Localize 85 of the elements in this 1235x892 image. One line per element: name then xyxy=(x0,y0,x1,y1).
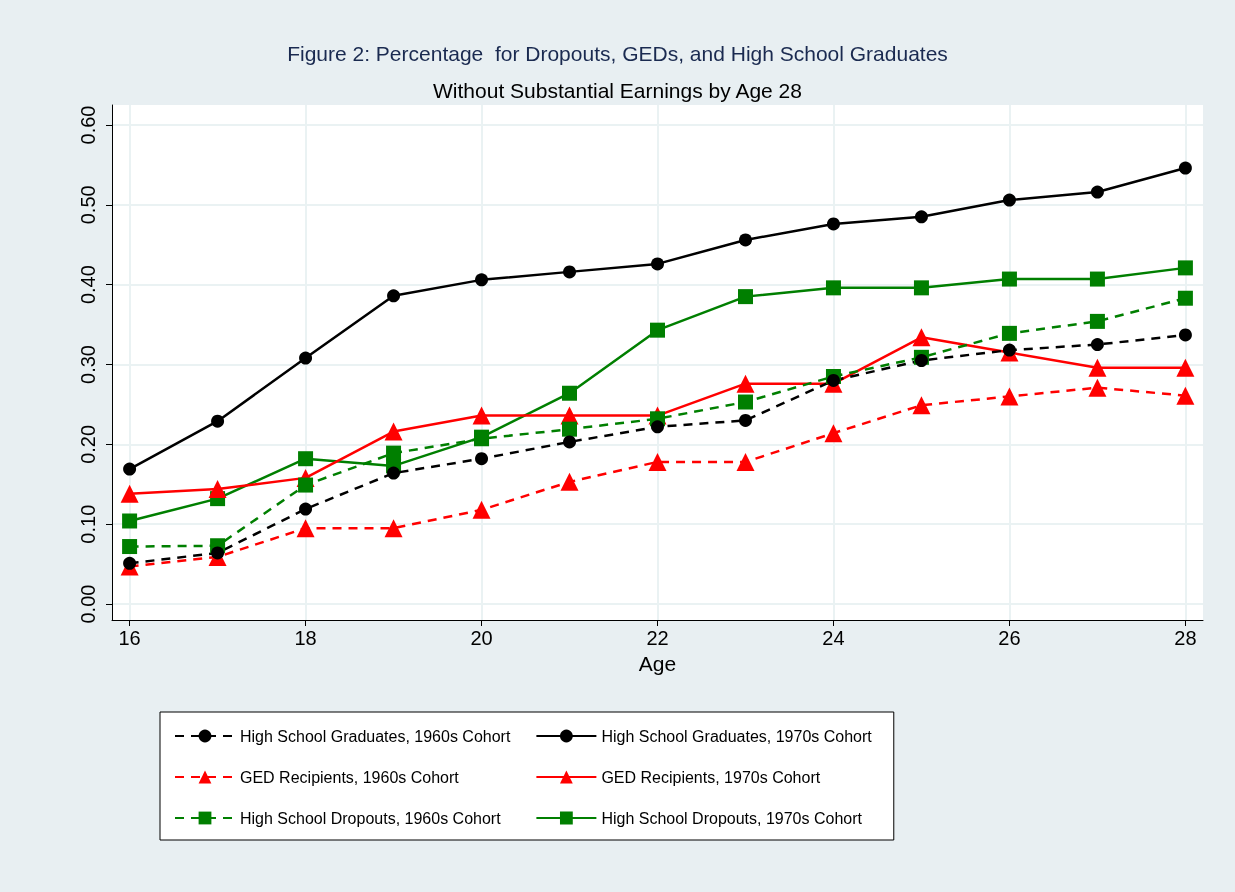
point xyxy=(1088,378,1107,397)
point xyxy=(123,462,137,476)
point xyxy=(825,280,841,296)
point xyxy=(211,546,225,560)
point xyxy=(208,480,227,499)
x-tick-label: 20 xyxy=(470,627,493,649)
point xyxy=(211,414,225,428)
point xyxy=(826,373,840,387)
chart-subtitle: Without Substantial Earnings by Age 28 xyxy=(433,79,802,102)
point xyxy=(1177,260,1193,276)
point xyxy=(472,500,491,519)
legend-label: High School Dropouts, 1960s Cohort xyxy=(240,809,502,827)
point xyxy=(1089,271,1105,287)
point xyxy=(296,519,315,538)
point xyxy=(736,452,755,471)
point xyxy=(1178,161,1192,175)
point xyxy=(913,280,929,296)
point xyxy=(475,273,489,287)
point xyxy=(648,452,667,471)
y-tick-label: 0.60 xyxy=(77,105,99,145)
x-tick-label: 22 xyxy=(646,627,669,649)
point xyxy=(299,502,313,516)
point xyxy=(475,452,489,466)
chart-title: Figure 2: Percentage for Dropouts, GEDs, and High School Graduates xyxy=(287,42,948,65)
x-axis-title: Age xyxy=(638,651,677,675)
legend-label: GED Recipients, 1960s Cohort xyxy=(240,768,460,786)
point xyxy=(384,422,403,441)
y-tick-label: 0.40 xyxy=(77,265,99,305)
point xyxy=(386,445,402,461)
point xyxy=(299,351,313,365)
legend-label: High School Dropouts, 1970s Cohort xyxy=(601,809,863,827)
x-tick-label: 26 xyxy=(998,627,1021,649)
legend-label: High School Graduates, 1970s Cohort xyxy=(601,727,873,745)
y-tick-label: 0.10 xyxy=(77,504,99,544)
point xyxy=(387,466,401,480)
point xyxy=(737,394,753,410)
point xyxy=(298,477,314,493)
point xyxy=(563,435,577,449)
point xyxy=(123,556,137,570)
point xyxy=(912,396,931,415)
point xyxy=(1177,290,1193,306)
y-tick-label: 0.50 xyxy=(77,185,99,225)
x-tick-label: 16 xyxy=(118,627,141,649)
point xyxy=(122,539,138,555)
point xyxy=(1002,193,1016,207)
legend-label: GED Recipients, 1970s Cohort xyxy=(601,768,821,786)
x-tick-label: 24 xyxy=(822,627,845,649)
point xyxy=(387,289,401,303)
point xyxy=(651,420,664,434)
point xyxy=(739,233,752,247)
y-tick-label: 0.30 xyxy=(77,345,99,384)
point xyxy=(739,413,752,427)
point xyxy=(736,374,755,393)
point xyxy=(1000,387,1019,406)
point xyxy=(1178,328,1192,342)
point xyxy=(1176,358,1195,377)
y-tick-label: 0.20 xyxy=(77,424,99,464)
point xyxy=(650,322,665,338)
point xyxy=(1176,386,1195,405)
point xyxy=(560,472,579,491)
point xyxy=(1090,185,1104,199)
point xyxy=(563,265,577,279)
point xyxy=(122,513,138,529)
point xyxy=(1001,271,1017,287)
x-tick-label: 28 xyxy=(1174,627,1197,649)
point xyxy=(298,451,314,467)
point xyxy=(912,328,931,347)
x-tick-label: 18 xyxy=(294,627,317,649)
legend-label: High School Graduates, 1960s Cohort xyxy=(240,727,511,745)
point xyxy=(826,217,840,231)
point xyxy=(562,421,578,437)
point xyxy=(562,385,578,401)
point xyxy=(824,424,843,443)
y-tick-label: 0.00 xyxy=(77,584,99,624)
point xyxy=(737,289,753,305)
point xyxy=(472,406,491,425)
point xyxy=(914,354,928,367)
point xyxy=(914,210,928,224)
point xyxy=(651,257,664,271)
point xyxy=(1090,338,1104,352)
point xyxy=(1088,358,1107,377)
point xyxy=(1001,325,1017,341)
point xyxy=(120,484,139,503)
point xyxy=(1089,313,1105,329)
point xyxy=(384,519,403,538)
